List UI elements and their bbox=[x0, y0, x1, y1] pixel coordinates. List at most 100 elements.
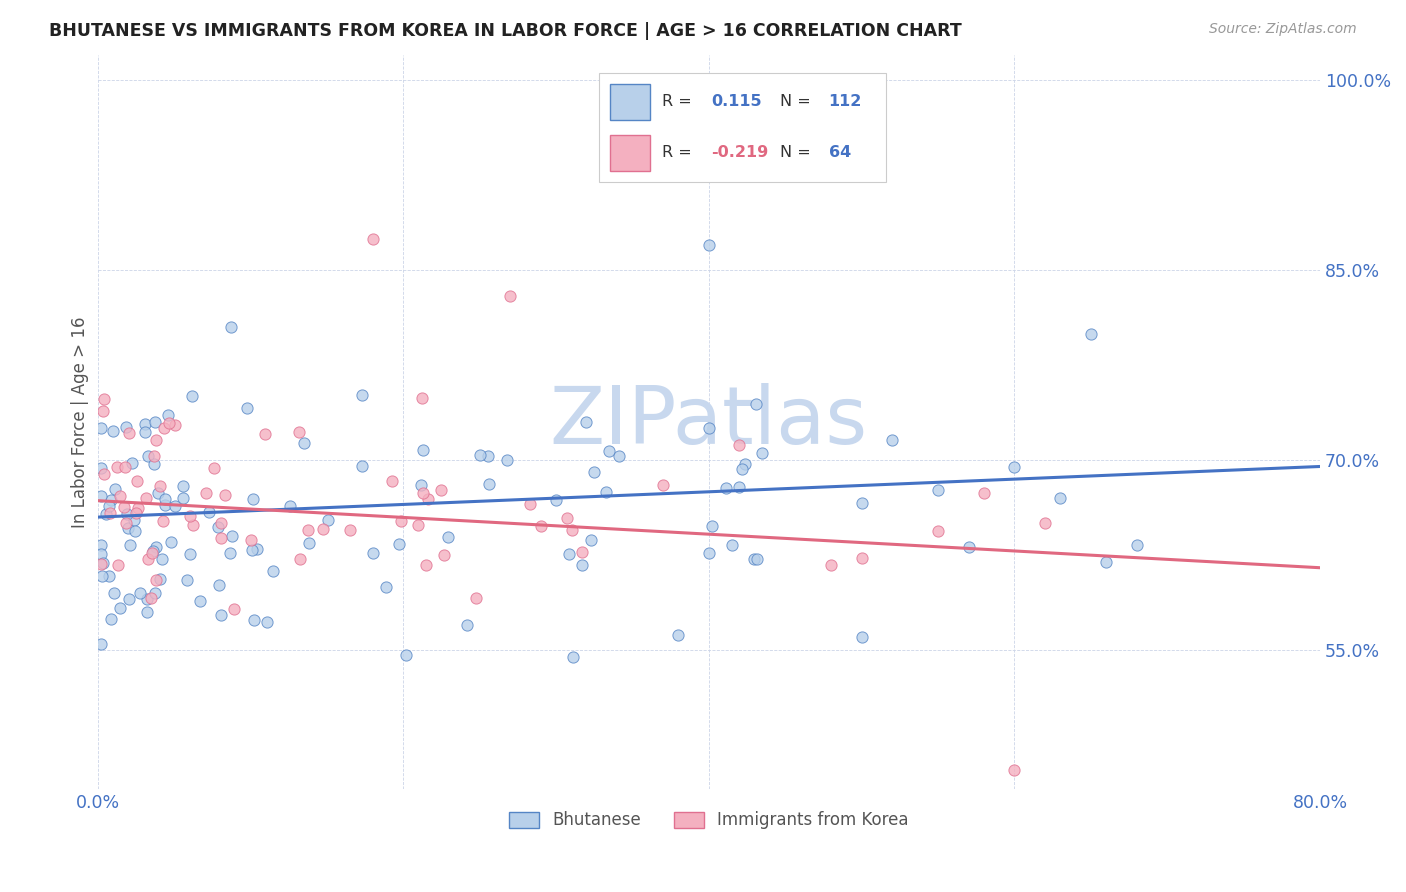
Point bbox=[595, 485, 617, 500]
Point bbox=[418, 491, 440, 506]
Point bbox=[97, 499, 120, 513]
Point bbox=[598, 444, 620, 458]
Point bbox=[728, 481, 751, 495]
Point bbox=[150, 552, 173, 566]
Point bbox=[209, 516, 232, 531]
Point bbox=[110, 601, 132, 615]
Point bbox=[714, 481, 737, 495]
Point bbox=[239, 533, 262, 548]
Point bbox=[927, 483, 949, 497]
Point bbox=[288, 552, 311, 566]
Point bbox=[153, 499, 176, 513]
Point bbox=[375, 580, 398, 594]
Point bbox=[298, 536, 321, 550]
Point bbox=[430, 483, 453, 498]
Point bbox=[478, 477, 501, 491]
Point bbox=[135, 491, 157, 505]
Point bbox=[851, 550, 873, 565]
Point bbox=[408, 518, 430, 533]
Point bbox=[156, 408, 179, 422]
Point bbox=[236, 401, 259, 416]
Point bbox=[731, 462, 754, 476]
Point bbox=[136, 552, 159, 566]
Point bbox=[253, 427, 276, 442]
Point bbox=[751, 446, 773, 460]
Point bbox=[107, 558, 129, 573]
Point bbox=[163, 418, 186, 433]
Point bbox=[468, 448, 491, 462]
Point bbox=[851, 496, 873, 510]
Point bbox=[127, 501, 149, 516]
Point bbox=[145, 573, 167, 587]
Point bbox=[157, 417, 180, 431]
Point bbox=[571, 545, 593, 559]
Point bbox=[114, 459, 136, 474]
Point bbox=[412, 485, 434, 500]
Point bbox=[583, 465, 606, 479]
Point bbox=[202, 461, 225, 475]
Point bbox=[1080, 326, 1102, 341]
Point bbox=[214, 488, 236, 502]
Point bbox=[209, 531, 232, 545]
Point bbox=[571, 558, 593, 573]
Point bbox=[94, 508, 117, 522]
Point bbox=[90, 461, 112, 475]
Point bbox=[125, 506, 148, 520]
Point bbox=[194, 486, 217, 500]
Point bbox=[197, 504, 219, 518]
Point bbox=[530, 518, 553, 533]
Point bbox=[100, 612, 122, 626]
Point bbox=[607, 449, 630, 463]
Point bbox=[411, 392, 433, 406]
Point bbox=[160, 535, 183, 549]
Point bbox=[209, 607, 232, 622]
Point bbox=[219, 546, 242, 560]
Point bbox=[112, 500, 135, 515]
Point bbox=[957, 540, 980, 554]
Point bbox=[118, 426, 141, 441]
Text: BHUTANESE VS IMMIGRANTS FROM KOREA IN LABOR FORCE | AGE > 16 CORRELATION CHART: BHUTANESE VS IMMIGRANTS FROM KOREA IN LA… bbox=[49, 22, 962, 40]
Point bbox=[464, 591, 486, 606]
Point bbox=[134, 425, 156, 440]
Point bbox=[129, 586, 152, 600]
Point bbox=[93, 392, 115, 407]
Point bbox=[104, 482, 127, 496]
Point bbox=[176, 574, 198, 588]
Point bbox=[103, 586, 125, 600]
Point bbox=[179, 547, 201, 561]
Point bbox=[188, 593, 211, 607]
Point bbox=[145, 434, 167, 448]
Point bbox=[973, 486, 995, 500]
Point bbox=[136, 450, 159, 464]
Point bbox=[292, 436, 315, 450]
Point bbox=[882, 433, 904, 447]
Point bbox=[316, 513, 339, 527]
Point bbox=[734, 457, 756, 471]
Point bbox=[180, 389, 202, 403]
Point bbox=[221, 529, 243, 543]
Point bbox=[124, 524, 146, 538]
Point bbox=[121, 456, 143, 470]
Point bbox=[544, 492, 567, 507]
Point bbox=[143, 457, 166, 471]
Point bbox=[1033, 516, 1056, 530]
Point bbox=[136, 591, 159, 606]
Point bbox=[172, 479, 194, 493]
Point bbox=[90, 421, 112, 435]
Point bbox=[519, 497, 541, 511]
Point bbox=[90, 538, 112, 552]
Point bbox=[666, 628, 689, 642]
Point bbox=[153, 421, 176, 435]
Point bbox=[652, 478, 675, 492]
Point bbox=[433, 549, 456, 563]
Point bbox=[142, 543, 165, 558]
Point bbox=[581, 533, 603, 547]
Point bbox=[561, 523, 583, 537]
Point bbox=[122, 513, 145, 527]
Text: Source: ZipAtlas.com: Source: ZipAtlas.com bbox=[1209, 22, 1357, 37]
Point bbox=[278, 499, 301, 513]
Point bbox=[91, 556, 114, 570]
Point bbox=[240, 542, 263, 557]
Point bbox=[221, 319, 243, 334]
Point bbox=[395, 648, 418, 663]
